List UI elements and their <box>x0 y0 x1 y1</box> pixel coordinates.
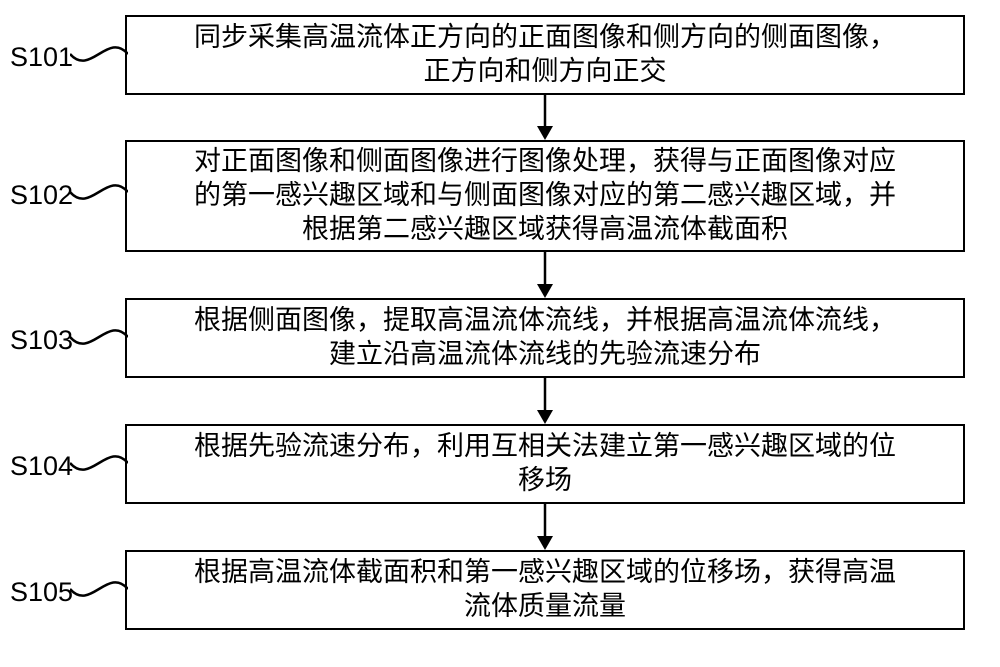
label-connector-curve <box>70 442 128 484</box>
step-label-S105: S105 <box>10 577 73 608</box>
step-text-line: 正方向和侧方向正交 <box>424 55 667 89</box>
label-connector-curve <box>70 33 128 75</box>
step-label-S101: S101 <box>10 42 73 73</box>
step-text-line: 移场 <box>518 464 572 498</box>
step-text-line: 同步采集高温流体正方向的正面图像和侧方向的侧面图像， <box>194 21 896 55</box>
step-label-S104: S104 <box>10 451 73 482</box>
step-text-line: 根据侧面图像，提取高温流体流线，并根据高温流体流线， <box>194 304 896 338</box>
step-text-line: 流体质量流量 <box>464 590 626 624</box>
connector-arrow <box>530 95 560 140</box>
label-connector-curve <box>70 171 128 213</box>
label-connector-curve <box>70 316 128 358</box>
step-box-S104: 根据先验流速分布，利用互相关法建立第一感兴趣区域的位移场 <box>125 424 965 504</box>
connector-arrow <box>530 504 560 550</box>
step-text-line: 根据先验流速分布，利用互相关法建立第一感兴趣区域的位 <box>194 430 896 464</box>
step-label-S103: S103 <box>10 325 73 356</box>
label-connector-curve <box>70 568 128 610</box>
step-text-line: 根据第二感兴趣区域获得高温流体截面积 <box>302 213 788 247</box>
step-box-S103: 根据侧面图像，提取高温流体流线，并根据高温流体流线，建立沿高温流体流线的先验流速… <box>125 298 965 378</box>
step-box-S102: 对正面图像和侧面图像进行图像处理，获得与正面图像对应的第一感兴趣区域和与侧面图像… <box>125 140 965 252</box>
connector-arrow <box>530 378 560 424</box>
step-text-line: 建立沿高温流体流线的先验流速分布 <box>329 338 761 372</box>
step-box-S101: 同步采集高温流体正方向的正面图像和侧方向的侧面图像，正方向和侧方向正交 <box>125 15 965 95</box>
step-text-line: 的第一感兴趣区域和与侧面图像对应的第二感兴趣区域，并 <box>194 179 896 213</box>
step-label-S102: S102 <box>10 180 73 211</box>
step-text-line: 对正面图像和侧面图像进行图像处理，获得与正面图像对应 <box>194 145 896 179</box>
step-box-S105: 根据高温流体截面积和第一感兴趣区域的位移场，获得高温流体质量流量 <box>125 550 965 630</box>
step-text-line: 根据高温流体截面积和第一感兴趣区域的位移场，获得高温 <box>194 556 896 590</box>
flowchart-canvas: 同步采集高温流体正方向的正面图像和侧方向的侧面图像，正方向和侧方向正交 S101 对… <box>0 0 1000 667</box>
connector-arrow <box>530 252 560 298</box>
